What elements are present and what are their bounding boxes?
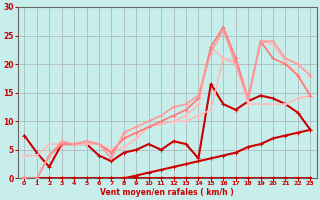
X-axis label: Vent moyen/en rafales ( km/h ): Vent moyen/en rafales ( km/h ) (100, 188, 234, 197)
